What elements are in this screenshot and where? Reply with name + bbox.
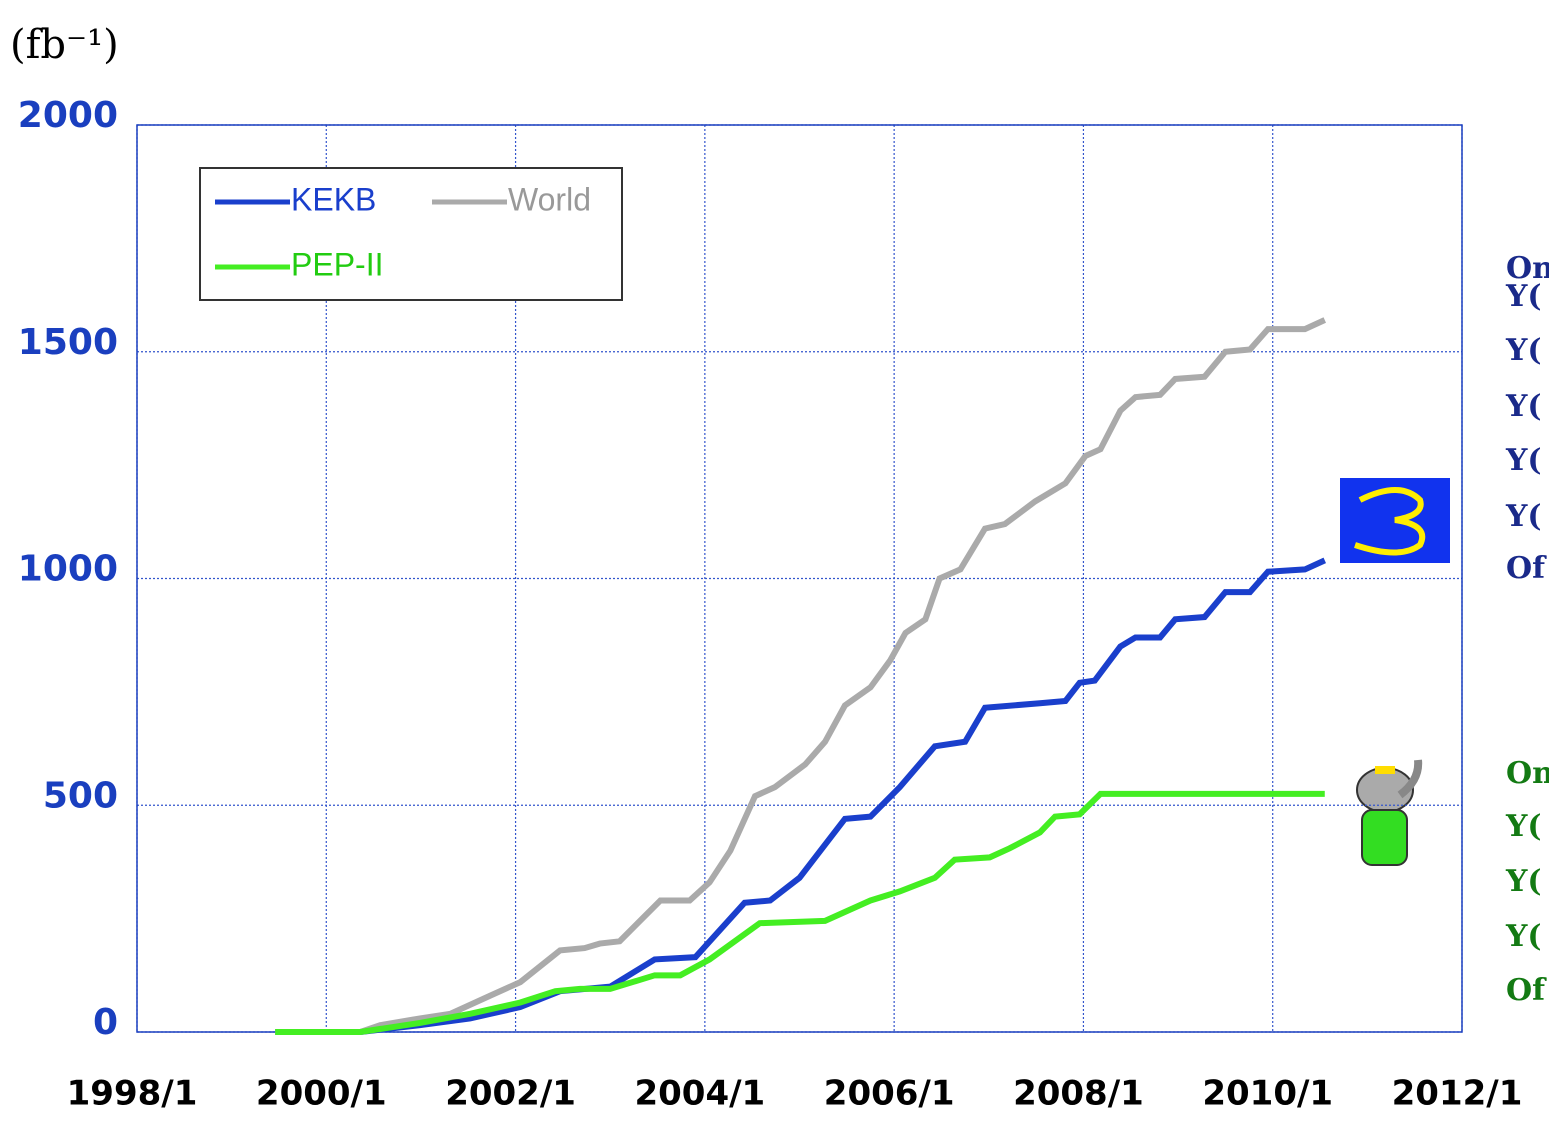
y-tick-label: 0 xyxy=(93,1002,118,1043)
y-tick-label: 500 xyxy=(43,775,118,816)
annotation: Υ( xyxy=(1505,279,1542,314)
annotation: Of xyxy=(1506,551,1547,586)
line-series xyxy=(275,790,1325,1035)
belle-logo-mark xyxy=(1354,487,1426,556)
x-tick-label: 2006/1 xyxy=(824,1074,955,1114)
plot-frame xyxy=(136,124,1463,1033)
legend-label: KEKB xyxy=(291,181,376,217)
x-tick-label: 2002/1 xyxy=(445,1074,576,1114)
x-tick-label: 2010/1 xyxy=(1202,1074,1333,1114)
annotation: Υ( xyxy=(1505,443,1542,478)
annotation: Υ( xyxy=(1505,919,1542,954)
x-tick-label: 2012/1 xyxy=(1392,1074,1523,1114)
y-tick-label: 2000 xyxy=(18,95,118,136)
legend-box xyxy=(199,167,623,301)
x-tick-label: 2000/1 xyxy=(256,1074,387,1114)
annotation: Υ( xyxy=(1505,809,1542,844)
annotation: Υ( xyxy=(1505,389,1542,424)
x-tick-label: 1998/1 xyxy=(67,1074,198,1114)
y-tick-label: 1000 xyxy=(18,549,118,590)
annotation: Of xyxy=(1506,973,1547,1008)
annotation: On xyxy=(1506,251,1549,286)
legend-label: PEP-II xyxy=(291,246,383,282)
legend-label: World xyxy=(508,181,591,217)
x-tick-label: 2008/1 xyxy=(1013,1074,1144,1114)
annotation: Υ( xyxy=(1505,499,1542,534)
y-axis-label: (fb⁻¹) xyxy=(10,22,119,68)
x-tick-label: 2004/1 xyxy=(634,1074,765,1114)
annotation: On xyxy=(1506,756,1549,791)
babar-logo xyxy=(1356,759,1423,866)
annotation: Υ( xyxy=(1505,864,1542,899)
line-series xyxy=(275,317,1327,1035)
y-tick-label: 1500 xyxy=(18,322,118,363)
annotation: Υ( xyxy=(1505,333,1542,368)
